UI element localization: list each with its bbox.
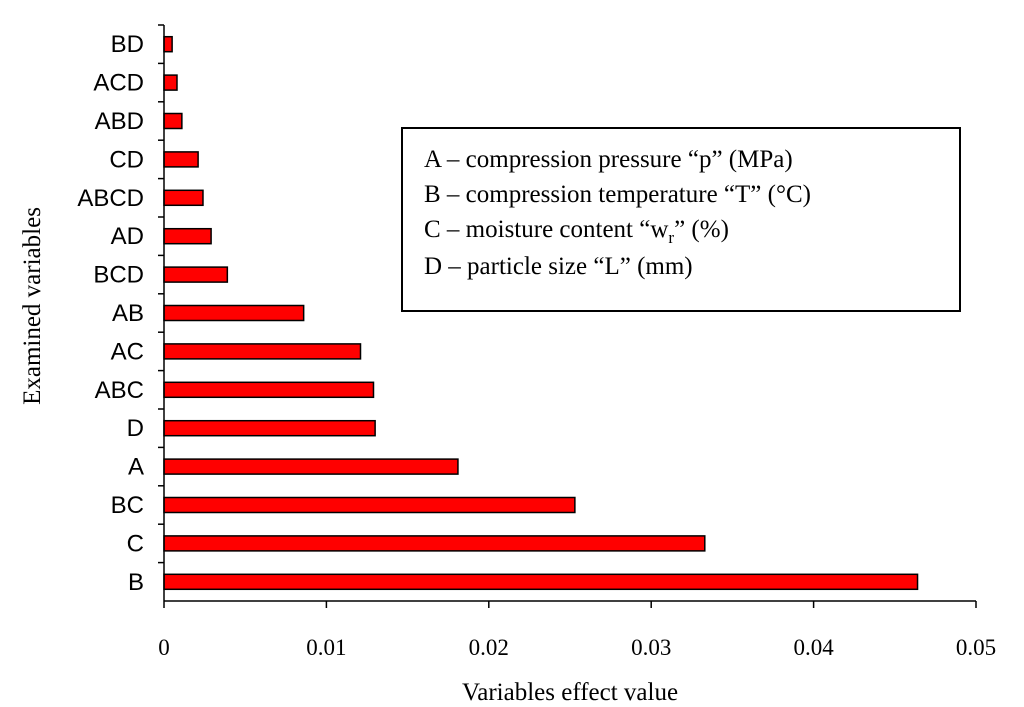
x-tick-label: 0 bbox=[158, 635, 170, 660]
bar-bcd bbox=[163, 266, 229, 283]
x-tick-label: 0.04 bbox=[793, 635, 834, 660]
category-label-d: D bbox=[127, 415, 144, 442]
bar-ac bbox=[163, 343, 362, 360]
category-label-abd: ABD bbox=[95, 108, 144, 135]
y-axis-title: Examined variables bbox=[19, 207, 46, 405]
category-label-ac: AC bbox=[111, 338, 144, 365]
legend-box: A – compression pressure “p” (MPa) B – c… bbox=[401, 127, 961, 312]
category-label-ab: AB bbox=[112, 300, 144, 327]
category-label-acd: ACD bbox=[93, 70, 144, 97]
x-tick-labels: 0 0.01 0.02 0.03 0.04 0.05 bbox=[158, 635, 996, 660]
category-label-b: B bbox=[128, 569, 144, 596]
category-label-a: A bbox=[128, 454, 144, 481]
legend-frame bbox=[401, 127, 961, 312]
bar-acd bbox=[163, 74, 178, 91]
legend-entry-b: B – compression temperature “T” (°C) bbox=[424, 181, 811, 208]
bar-abd bbox=[163, 112, 183, 130]
category-label-cd: CD bbox=[109, 146, 144, 173]
bar-abcd bbox=[163, 189, 204, 207]
legend-entry-c: C – moisture content “wr” (%) bbox=[424, 216, 729, 247]
x-tick-label: 0.05 bbox=[956, 635, 996, 660]
bar-c bbox=[163, 535, 706, 552]
legend-entry-d: D – particle size “L” (mm) bbox=[424, 253, 693, 280]
category-label-abc: ABC bbox=[95, 377, 144, 404]
bar-ad bbox=[163, 227, 212, 245]
bar-cd bbox=[163, 151, 199, 168]
bar-bc bbox=[163, 496, 576, 514]
category-label-bc: BC bbox=[111, 492, 144, 519]
legend-entry-a: A – compression pressure “p” (MPa) bbox=[424, 146, 793, 173]
x-tick-label: 0.01 bbox=[306, 635, 346, 660]
bars-group bbox=[163, 35, 919, 591]
x-tick-label: 0.02 bbox=[469, 635, 509, 660]
category-label-ad: AD bbox=[111, 223, 144, 250]
bar-b bbox=[163, 573, 919, 591]
bar-d bbox=[163, 419, 376, 437]
category-label-abcd: ABCD bbox=[77, 185, 144, 212]
bar-bd bbox=[163, 35, 173, 53]
bar-ab bbox=[163, 304, 305, 322]
axes bbox=[158, 24, 977, 608]
x-axis-title: Variables effect value bbox=[462, 679, 678, 706]
bar-abc bbox=[163, 381, 375, 399]
bar-a bbox=[163, 458, 459, 475]
x-tick-label: 0.03 bbox=[631, 635, 671, 660]
category-label-c: C bbox=[127, 530, 144, 557]
category-label-bcd: BCD bbox=[93, 262, 144, 289]
category-label-bd: BD bbox=[111, 31, 144, 58]
